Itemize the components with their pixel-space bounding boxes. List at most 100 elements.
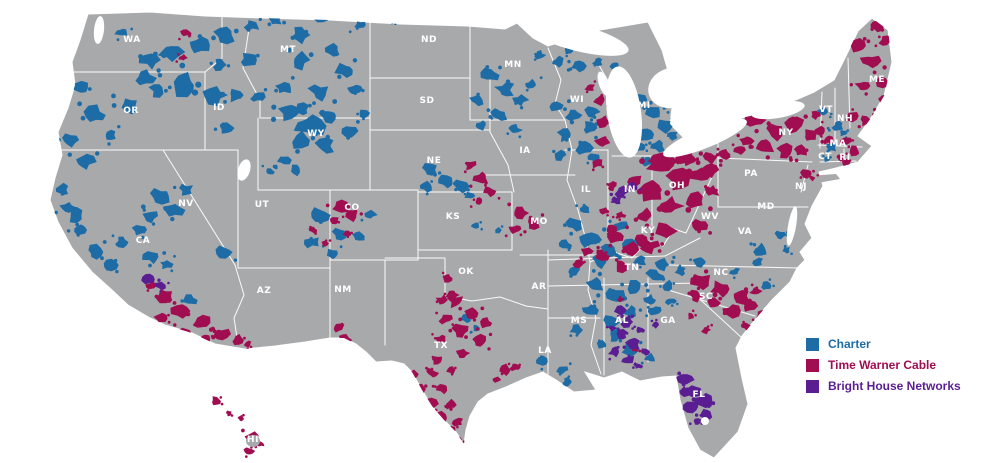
coverage-speck <box>711 401 716 406</box>
state-label-mi: MI <box>637 101 650 111</box>
state-label-id: ID <box>213 103 225 113</box>
coverage-speck <box>290 76 295 80</box>
coverage-speck <box>552 149 556 154</box>
coverage-blob <box>733 290 750 305</box>
coverage-blob <box>583 121 598 134</box>
coverage-speck <box>451 290 456 295</box>
coverage-blob <box>226 410 232 416</box>
state-label-nh: NH <box>837 114 853 124</box>
coverage-speck <box>194 44 200 50</box>
coverage-blob <box>354 20 366 29</box>
coverage-speck <box>353 208 358 212</box>
coverage-speck <box>623 263 628 267</box>
coverage-speck <box>185 312 191 317</box>
coverage-speck <box>673 118 678 123</box>
coverage-blob <box>569 324 584 336</box>
state-label-pa: PA <box>744 169 758 179</box>
coverage-blob <box>334 62 353 78</box>
lake-michigan <box>605 66 643 158</box>
coverage-speck <box>719 158 723 163</box>
coverage-speck <box>180 299 184 303</box>
coverage-speck <box>441 271 445 275</box>
coverage-speck <box>659 146 664 150</box>
coverage-speck <box>80 115 86 121</box>
legend-item-twc: Time Warner Cable <box>806 359 961 372</box>
coverage-speck <box>783 244 787 248</box>
coverage-blob <box>636 207 652 222</box>
coverage-speck <box>426 410 430 414</box>
state-label-ma: MA <box>830 139 847 149</box>
coverage-speck <box>504 234 508 238</box>
coverage-blob <box>141 273 155 285</box>
coverage-blob <box>76 153 97 170</box>
coverage-speck <box>608 219 612 223</box>
coverage-speck <box>325 215 330 221</box>
coverage-speck <box>864 92 868 96</box>
coverage-speck <box>240 415 243 418</box>
coverage-speck <box>595 60 598 64</box>
coverage-speck <box>575 333 579 337</box>
state-label-sd: SD <box>420 96 435 106</box>
coverage-speck <box>700 402 705 407</box>
coverage-blob <box>847 112 859 123</box>
coverage-speck <box>565 51 568 55</box>
coverage-speck <box>115 243 119 247</box>
coverage-speck <box>309 225 312 229</box>
coverage-blob <box>451 323 469 338</box>
coverage-speck <box>619 223 624 227</box>
coverage-speck <box>734 311 739 316</box>
coverage-speck <box>187 300 191 304</box>
state-label-in: IN <box>624 185 636 195</box>
coverage-blob <box>656 195 685 213</box>
coverage-speck <box>327 12 332 16</box>
coverage-speck <box>237 90 241 95</box>
state-label-or: OR <box>123 106 139 116</box>
coverage-blob <box>633 255 646 266</box>
coverage-speck <box>820 139 825 144</box>
coverage-speck <box>866 39 871 44</box>
coverage-speck <box>227 413 230 417</box>
coverage-speck <box>788 156 793 160</box>
coverage-blob <box>145 281 157 290</box>
coverage-speck <box>567 99 571 104</box>
coverage-speck <box>431 384 435 388</box>
coverage-blob <box>422 163 437 176</box>
coverage-speck <box>857 125 861 129</box>
coverage-speck <box>66 229 71 233</box>
coverage-blob <box>854 81 871 91</box>
coverage-blob <box>115 236 129 249</box>
coverage-speck <box>592 304 597 308</box>
coverage-speck <box>66 206 70 211</box>
coverage-speck <box>50 182 53 187</box>
coverage-speck <box>450 373 454 376</box>
coverage-speck <box>220 402 224 406</box>
coverage-speck <box>324 239 328 242</box>
coverage-speck <box>188 34 191 38</box>
coverage-speck <box>164 88 168 93</box>
coverage-blob <box>345 210 358 223</box>
coverage-speck <box>500 372 504 376</box>
coverage-speck <box>763 311 767 314</box>
coverage-blob <box>142 211 158 224</box>
state-label-az: AZ <box>257 286 272 296</box>
coverage-blob <box>662 279 673 292</box>
coverage-speck <box>830 112 833 116</box>
coverage-blob <box>170 304 191 319</box>
coverage-blob <box>690 274 711 291</box>
coverage-blob <box>688 312 694 320</box>
coverage-blob <box>685 191 703 209</box>
coverage-speck <box>750 283 754 287</box>
coverage-blob <box>138 53 161 70</box>
legend-swatch-bhn <box>806 380 819 393</box>
coverage-speck <box>749 242 753 246</box>
coverage-speck <box>507 202 512 207</box>
state-label-hi: HI <box>247 435 259 445</box>
coverage-speck <box>616 315 620 318</box>
coverage-speck <box>597 271 603 277</box>
coverage-blob <box>308 226 318 234</box>
lake-superior <box>527 20 629 56</box>
coverage-speck <box>343 205 347 209</box>
coverage-speck <box>466 188 470 192</box>
coverage-blob <box>839 137 853 145</box>
coverage-blob <box>666 131 678 140</box>
